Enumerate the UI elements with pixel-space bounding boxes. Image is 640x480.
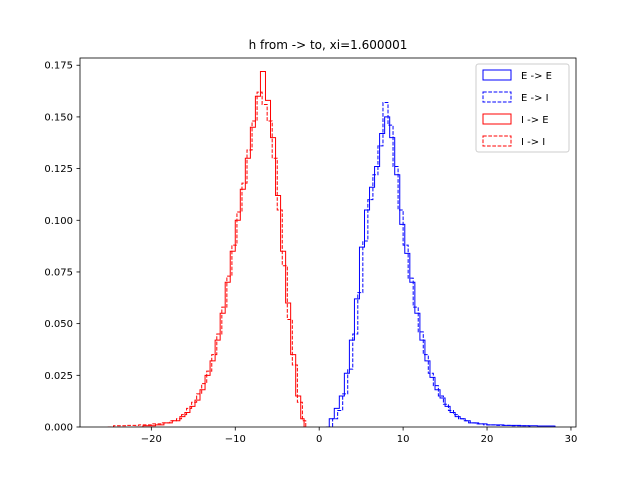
x-tick-label: 30	[565, 434, 578, 445]
chart-title: h from -> to, xi=1.600001	[249, 38, 408, 52]
legend-label-2: I -> E	[521, 115, 549, 126]
legend-swatch-0	[482, 69, 512, 81]
x-tick-label: 0	[316, 434, 322, 445]
legend-label-3: I -> I	[521, 137, 545, 148]
legend-swatch-3	[482, 135, 512, 147]
legend: E -> E E -> I I -> E I -> I	[475, 63, 570, 153]
series-line-1	[327, 101, 531, 427]
x-tick-label: 10	[397, 434, 410, 445]
legend-label-1: E -> I	[521, 93, 549, 104]
y-tick-label: 0.075	[44, 267, 73, 278]
legend-swatch-2	[482, 113, 512, 125]
y-tick-label: 0.025	[44, 371, 73, 382]
x-tick-label: −20	[141, 434, 162, 445]
x-tick-label: 20	[481, 434, 494, 445]
y-tick-label: 0.050	[44, 319, 73, 330]
axes-frame	[79, 57, 577, 428]
y-tick-label: 0.150	[44, 112, 73, 123]
legend-swatch-1	[482, 91, 512, 103]
series-line-2	[134, 70, 305, 427]
legend-label-0: E -> E	[521, 71, 552, 82]
y-tick-label: 0.175	[44, 61, 73, 72]
series-line-3	[107, 91, 307, 427]
legend-box	[475, 63, 570, 153]
series-line-0	[325, 116, 556, 427]
y-tick-label: 0.000	[44, 423, 73, 434]
y-tick-label: 0.100	[44, 216, 73, 227]
plot-area	[107, 70, 556, 427]
axes: −20 −10 0 10 20 30 0.000 0.025 0.050 0.075 0.100 0.…	[44, 57, 578, 445]
x-tick-label: −10	[225, 434, 246, 445]
y-tick-label: 0.125	[44, 164, 73, 175]
